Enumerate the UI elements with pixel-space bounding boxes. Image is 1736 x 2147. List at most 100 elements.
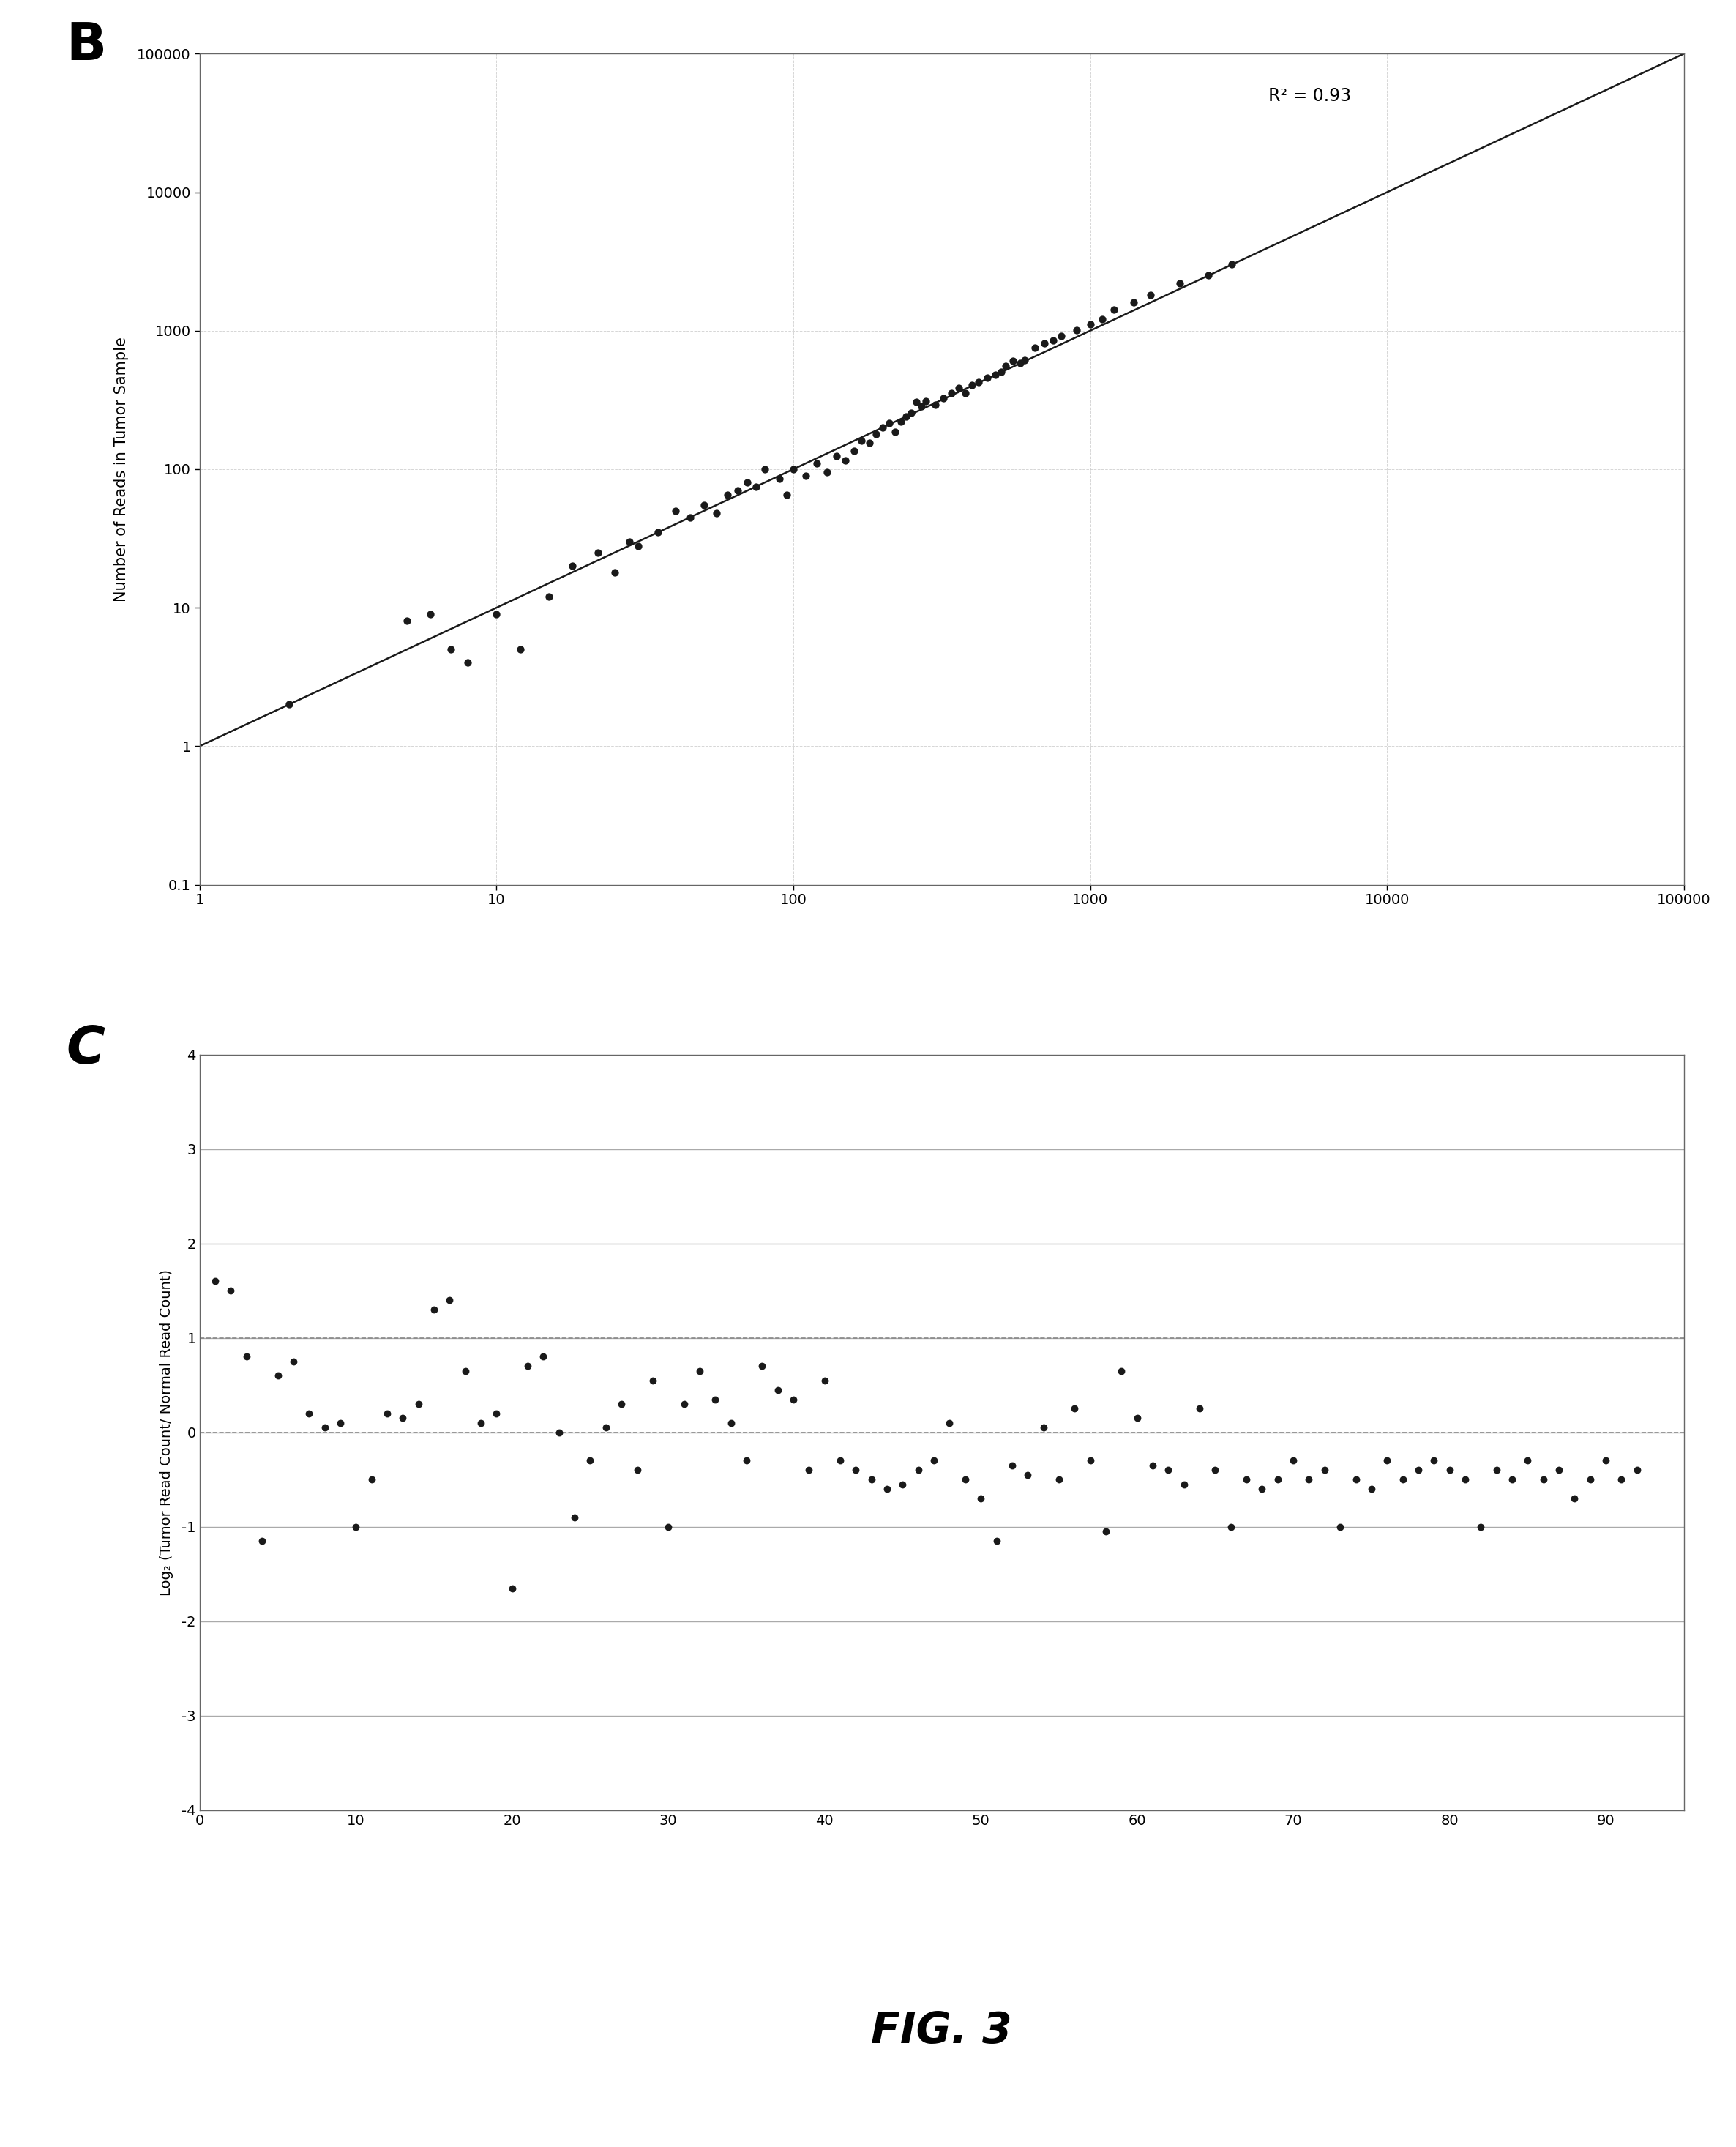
- Point: [279, 1344, 307, 1378]
- Point: [998, 1449, 1026, 1484]
- Point: [847, 423, 875, 457]
- Point: [608, 1387, 635, 1421]
- Point: [1120, 286, 1147, 320]
- Point: [1062, 313, 1090, 348]
- Point: [1389, 1462, 1417, 1496]
- Point: [1545, 1454, 1573, 1488]
- Point: [483, 1396, 510, 1430]
- Point: [1076, 1443, 1104, 1477]
- Point: [233, 1340, 260, 1374]
- Point: [766, 462, 793, 496]
- Point: [703, 496, 731, 530]
- Point: [1088, 303, 1116, 337]
- Point: [576, 1443, 604, 1477]
- Point: [734, 466, 762, 500]
- Point: [892, 399, 920, 434]
- Point: [1154, 1454, 1182, 1488]
- Point: [863, 417, 891, 451]
- Point: [1561, 1481, 1588, 1516]
- Text: R² = 0.93: R² = 0.93: [1269, 86, 1351, 105]
- Point: [1014, 1458, 1042, 1492]
- Point: [1201, 1454, 1229, 1488]
- Point: [295, 1396, 323, 1430]
- Point: [887, 404, 915, 438]
- Point: [404, 1387, 432, 1421]
- Point: [1295, 1462, 1323, 1496]
- Point: [929, 380, 957, 414]
- Point: [264, 1359, 292, 1393]
- Point: [1165, 266, 1193, 301]
- Point: [417, 597, 444, 631]
- Point: [535, 580, 562, 614]
- Point: [904, 1454, 932, 1488]
- Point: [311, 1411, 339, 1445]
- Point: [585, 535, 613, 569]
- Point: [779, 1383, 807, 1417]
- Point: [420, 1292, 448, 1327]
- Point: [1186, 1391, 1213, 1426]
- Point: [965, 365, 993, 399]
- Point: [1194, 258, 1222, 292]
- Point: [639, 1363, 667, 1398]
- Point: [453, 646, 481, 681]
- Point: [1248, 1473, 1276, 1507]
- Point: [1076, 307, 1104, 341]
- Point: [1047, 320, 1075, 354]
- Point: [967, 1481, 995, 1516]
- Point: [701, 1383, 729, 1417]
- Point: [248, 1524, 276, 1559]
- Point: [951, 1462, 979, 1496]
- Point: [1045, 1462, 1073, 1496]
- Point: [1217, 1509, 1245, 1544]
- Point: [217, 1273, 245, 1308]
- Point: [875, 406, 903, 440]
- Point: [1279, 1443, 1307, 1477]
- Point: [394, 603, 422, 638]
- Point: [201, 1265, 229, 1299]
- Point: [1108, 1355, 1135, 1389]
- Point: [1623, 1454, 1651, 1488]
- Point: [1608, 1462, 1635, 1496]
- Point: [1576, 1462, 1604, 1496]
- Point: [467, 1406, 495, 1441]
- Point: [529, 1340, 557, 1374]
- Point: [991, 350, 1019, 384]
- Point: [615, 524, 642, 558]
- Point: [804, 447, 832, 481]
- Point: [1137, 277, 1165, 311]
- Point: [1404, 1454, 1432, 1488]
- Point: [717, 1406, 745, 1441]
- Point: [868, 410, 896, 444]
- Point: [483, 597, 510, 631]
- Point: [898, 395, 925, 429]
- Point: [983, 1524, 1010, 1559]
- Point: [625, 528, 653, 563]
- Point: [1139, 1449, 1167, 1484]
- Y-axis label: Log₂ (Tumor Read Count/ Normal Read Count): Log₂ (Tumor Read Count/ Normal Read Coun…: [160, 1269, 174, 1595]
- Point: [661, 494, 689, 528]
- Point: [903, 384, 930, 419]
- Point: [1358, 1473, 1385, 1507]
- Point: [733, 1443, 760, 1477]
- Point: [951, 376, 979, 410]
- Point: [1123, 1402, 1151, 1436]
- Point: [545, 1415, 573, 1449]
- Point: [1373, 1443, 1401, 1477]
- Point: [358, 1462, 385, 1496]
- Point: [823, 438, 851, 472]
- Point: [677, 500, 705, 535]
- Point: [795, 1454, 823, 1488]
- Point: [1467, 1509, 1495, 1544]
- Point: [1061, 1391, 1088, 1426]
- Point: [389, 1402, 417, 1436]
- Point: [773, 479, 800, 513]
- Point: [811, 1363, 838, 1398]
- Point: [691, 487, 719, 522]
- Point: [373, 1396, 401, 1430]
- Point: [713, 479, 741, 513]
- Point: [936, 1406, 963, 1441]
- Point: [882, 414, 910, 449]
- Point: [274, 687, 302, 721]
- Y-axis label: Number of Reads in Tumor Sample: Number of Reads in Tumor Sample: [115, 337, 128, 601]
- Point: [988, 354, 1016, 389]
